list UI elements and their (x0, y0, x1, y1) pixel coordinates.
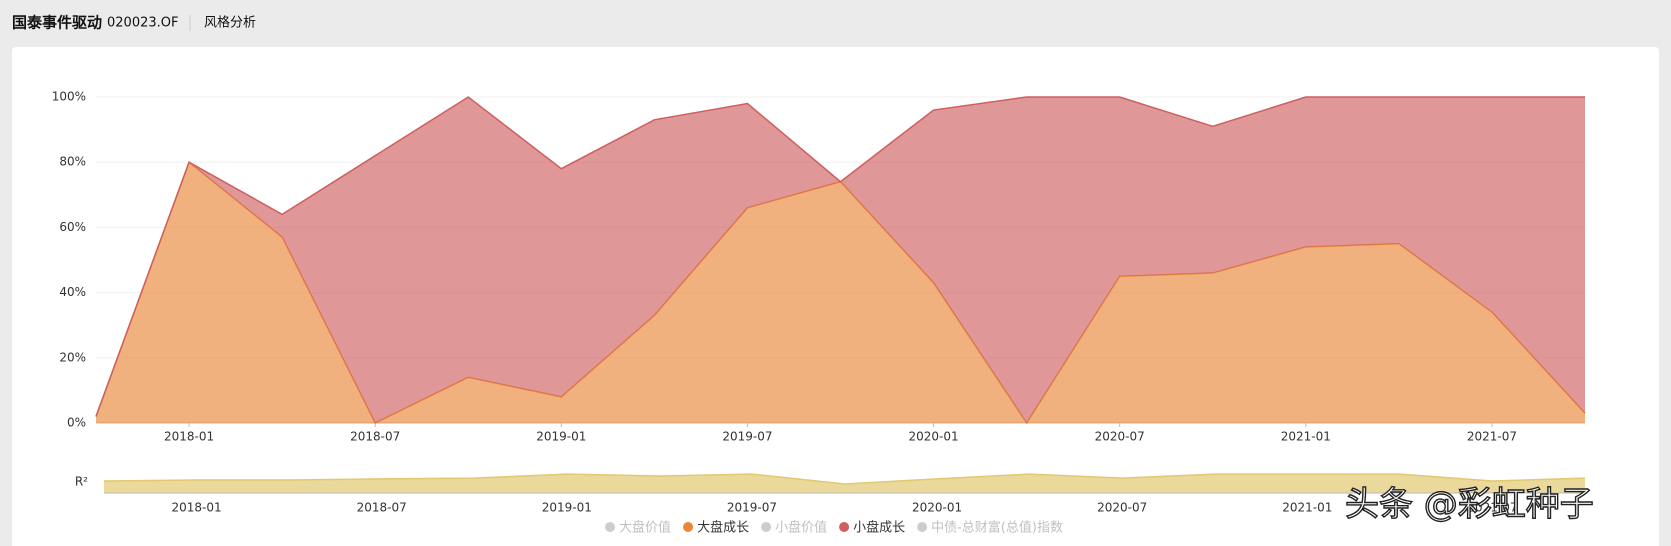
area-line (103, 473, 1586, 485)
legend-swatch (917, 522, 928, 532)
legend-item[interactable]: 小盘价值 (761, 520, 827, 536)
x-tick-label: 2021-01 (1282, 501, 1332, 515)
x-tick-label: 2019-07 (722, 430, 772, 444)
legend-label: 大盘价值 (619, 520, 671, 536)
legend-swatch (605, 522, 616, 532)
legend-item[interactable]: 大盘成长 (683, 520, 749, 536)
y-tick-label: 80% (59, 155, 86, 169)
area-fill (96, 162, 1585, 423)
x-tick-label: 2019-01 (542, 501, 592, 515)
legend-item[interactable]: 大盘价值 (605, 520, 671, 536)
x-tick-label: 2020-01 (908, 430, 958, 444)
y-tick-label: 40% (59, 285, 86, 299)
legend-label: 中债-总财富(总值)指数 (931, 520, 1063, 536)
x-tick-label: 2018-07 (350, 430, 400, 444)
section-tab[interactable]: 风格分析 (204, 15, 256, 31)
area-fill (96, 97, 1585, 423)
fund-title: 国泰事件驱动 (12, 14, 102, 32)
x-tick-label: 2021-01 (1281, 430, 1331, 444)
header-bar (0, 0, 1671, 46)
x-tick-label: 2020-07 (1097, 501, 1147, 515)
x-tick-label: 2019-07 (727, 501, 777, 515)
area-line (95, 96, 1585, 417)
y-tick-label: 20% (59, 350, 86, 364)
watermark: 头条 @彩虹种子 (1345, 485, 1594, 525)
y-axis-label: R² (75, 475, 88, 489)
x-tick-label: 2020-07 (1095, 430, 1145, 444)
fund-code: 020023.OF (107, 16, 178, 31)
x-tick-label: 2018-07 (357, 501, 407, 515)
legend-swatch (683, 522, 694, 532)
legend-label: 大盘成长 (697, 520, 749, 536)
legend-item[interactable]: 小盘成长 (839, 520, 905, 536)
legend-label: 小盘价值 (775, 520, 827, 536)
x-tick-label: 2021-07 (1467, 430, 1517, 444)
legend-swatch (839, 522, 850, 532)
x-tick-label: 2018-01 (164, 430, 214, 444)
y-tick-label: 60% (59, 220, 86, 234)
x-tick-label: 2018-01 (171, 501, 221, 515)
x-tick-label: 2019-01 (536, 430, 586, 444)
y-tick-label: 100% (52, 90, 86, 104)
legend-item[interactable]: 中债-总财富(总值)指数 (917, 520, 1063, 536)
legend-swatch (761, 522, 772, 532)
x-tick-label: 2021-07 (1467, 501, 1517, 515)
x-tick-label: 2020-01 (912, 501, 962, 515)
y-tick-label: 0% (67, 416, 86, 430)
legend-label: 小盘成长 (853, 520, 905, 536)
